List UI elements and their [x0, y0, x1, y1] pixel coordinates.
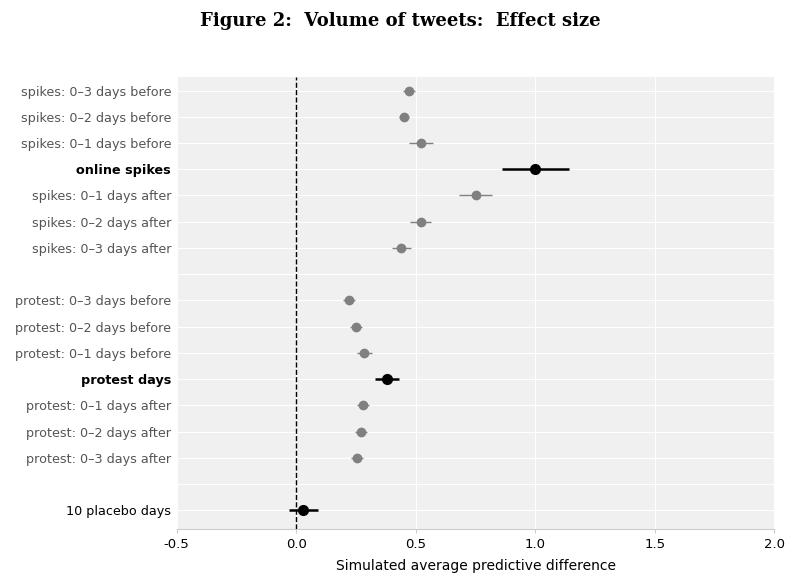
- X-axis label: Simulated average predictive difference: Simulated average predictive difference: [335, 559, 615, 573]
- Text: Figure 2:  Volume of tweets:  Effect size: Figure 2: Volume of tweets: Effect size: [200, 12, 600, 30]
